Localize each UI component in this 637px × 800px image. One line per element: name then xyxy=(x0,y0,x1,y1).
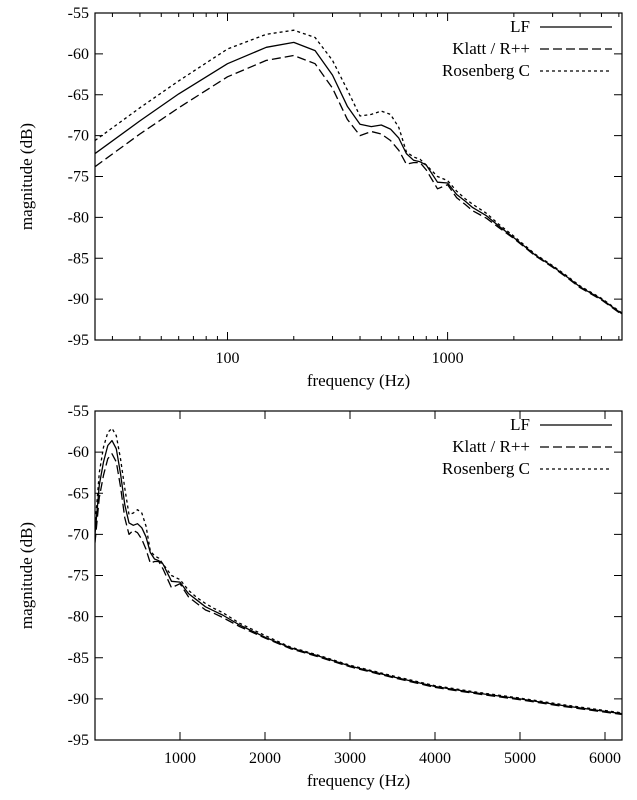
series-line-klatt-r- xyxy=(95,453,622,716)
legend-label: LF xyxy=(510,415,530,434)
series-line-rosenberg-c xyxy=(95,29,622,314)
y-tick-label: -95 xyxy=(68,732,89,749)
y-tick-label: -85 xyxy=(68,650,89,667)
y-tick-label: -80 xyxy=(68,609,89,626)
series-line-lf xyxy=(95,439,622,715)
y-tick-label: -55 xyxy=(68,5,89,22)
series-group xyxy=(95,427,622,716)
y-tick-label: -55 xyxy=(68,403,89,420)
x-tick-label: 5000 xyxy=(504,750,536,767)
y-tick-label: -65 xyxy=(68,87,89,104)
y-tick-label: -65 xyxy=(68,485,89,502)
legend-label: Klatt / R++ xyxy=(452,39,530,58)
series-line-rosenberg-c xyxy=(95,427,622,714)
bottom-panel-linear-frequency: -55 -60 -65 -70 -75 -80 -85 -90 -95 1000 2000 3000 4… xyxy=(17,403,623,790)
y-tick-label: -95 xyxy=(68,332,89,349)
y-tick-label: -70 xyxy=(68,128,89,145)
y-tick-label: -85 xyxy=(68,250,89,267)
legend-label: LF xyxy=(510,17,530,36)
legend-label: Rosenberg C xyxy=(442,459,530,478)
y-axis-title: magnitude (dB) xyxy=(17,522,36,629)
y-tick-label: -80 xyxy=(68,209,89,226)
series-group xyxy=(95,29,622,316)
x-tick-label: 2000 xyxy=(249,750,281,767)
legend-label: Klatt / R++ xyxy=(452,437,530,456)
x-tick-label: 4000 xyxy=(419,750,451,767)
y-tick-label: -90 xyxy=(68,691,89,708)
y-tick-label: -75 xyxy=(68,169,89,186)
x-tick-label: 1000 xyxy=(432,350,464,367)
legend: LF Klatt / R++ Rosenberg C xyxy=(442,17,612,80)
x-tick-label: 6000 xyxy=(589,750,621,767)
series-line-lf xyxy=(95,41,622,315)
y-tick-label: -60 xyxy=(68,444,89,461)
top-panel-log-frequency: -55 -60 -65 -70 -75 -80 -85 -90 -95 100 1000 freque… xyxy=(17,5,623,390)
x-tick-label: 1000 xyxy=(164,750,196,767)
y-tick-label: -60 xyxy=(68,46,89,63)
x-tick-label: 100 xyxy=(216,350,240,367)
x-tick-label: 3000 xyxy=(334,750,366,767)
plot-frame xyxy=(94,410,623,741)
y-tick-label: -75 xyxy=(68,568,89,585)
x-axis-title: frequency (Hz) xyxy=(307,771,410,790)
y-tick-label: -90 xyxy=(68,291,89,308)
y-axis-title: magnitude (dB) xyxy=(17,123,36,230)
x-axis-title: frequency (Hz) xyxy=(307,371,410,390)
plot-frame xyxy=(94,12,623,341)
series-line-klatt-r- xyxy=(95,54,622,316)
y-tick-label: -70 xyxy=(68,526,89,543)
legend: LF Klatt / R++ Rosenberg C xyxy=(442,415,612,478)
legend-label: Rosenberg C xyxy=(442,61,530,80)
